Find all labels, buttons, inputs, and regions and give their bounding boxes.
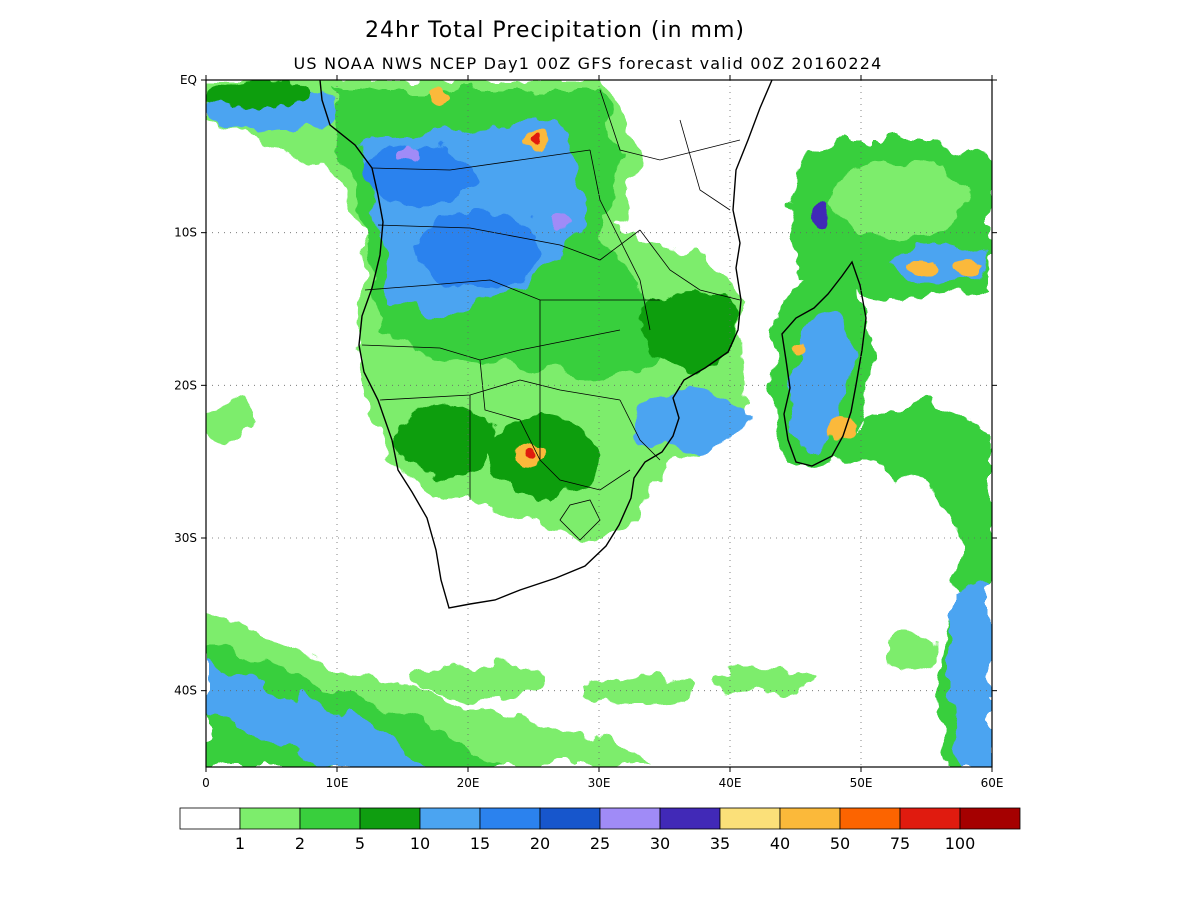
colorbar-swatch xyxy=(599,807,661,830)
precip-cell-intense-cameroon xyxy=(430,89,450,105)
lon-tick-label: 50E xyxy=(850,776,873,790)
coastlines xyxy=(319,80,867,609)
country-border xyxy=(639,229,741,301)
colorbar-label: 25 xyxy=(590,834,610,853)
lat-tick-label: EQ xyxy=(180,73,197,87)
colorbar-label: 1 xyxy=(235,834,245,853)
map-title: 24hr Total Precipitation (in mm) xyxy=(365,18,745,43)
country-border xyxy=(559,499,601,541)
colorbar-label: 75 xyxy=(890,834,910,853)
colorbar-label: 35 xyxy=(710,834,730,853)
colorbar-swatch xyxy=(239,807,301,830)
colorbar-label: 50 xyxy=(830,834,850,853)
precip-patch-south-1 xyxy=(410,662,550,698)
precip-cell-intense-madagascar xyxy=(829,416,857,440)
precip-patch-atlantic xyxy=(206,402,254,438)
lat-tick-label: 40S xyxy=(174,684,197,698)
precip-cell-namibia xyxy=(395,405,495,475)
precip-cell-indian-ocean-light xyxy=(830,160,970,240)
country-border xyxy=(361,329,621,361)
precip-cell-mozambique xyxy=(640,290,740,370)
precip-patch-south-3 xyxy=(710,668,810,692)
colorbar-label: 20 xyxy=(530,834,550,853)
country-border xyxy=(371,149,591,171)
precip-cell-violet-1 xyxy=(398,149,422,161)
colorbar-swatch xyxy=(359,807,421,830)
lat-lon-grid xyxy=(206,80,992,767)
lon-tick-label: 10E xyxy=(326,776,349,790)
colorbar-swatch xyxy=(179,807,241,830)
country-border xyxy=(679,119,731,211)
colorbar-swatch xyxy=(959,807,1021,830)
colorbar-label: 10 xyxy=(410,834,430,853)
precip-cell-coastal xyxy=(210,81,310,109)
precip-cell-intense-indian-ocean-1 xyxy=(904,260,936,276)
colorbar-swatch xyxy=(299,807,361,830)
map-axes: EQ 10S 20S 30S 40S 0 10E 20E 30E 40E 50E 60E xyxy=(174,73,1003,790)
map-subtitle: US NOAA NWS NCEP Day1 00Z GFS forecast v… xyxy=(293,54,883,73)
precip-cell-mozambique-south xyxy=(635,390,745,450)
precip-patch-south-4 xyxy=(885,632,935,668)
precip-cell-intense-madagascar-north xyxy=(792,342,808,358)
colorbar-label: 5 xyxy=(355,834,365,853)
colorbar: 1 2 5 10 15 20 25 30 35 40 50 75 100 xyxy=(179,807,1021,853)
colorbar-label: 100 xyxy=(945,834,976,853)
colorbar-swatch xyxy=(419,807,481,830)
precip-area-southern-ocean-heavy xyxy=(206,660,430,767)
country-border xyxy=(599,89,741,161)
colorbar-swatch xyxy=(659,807,721,830)
lon-tick-label: 20E xyxy=(457,776,480,790)
country-border xyxy=(379,379,621,401)
colorbar-swatch xyxy=(899,807,961,830)
precip-core-congo xyxy=(533,135,543,145)
country-border xyxy=(539,300,631,491)
colorbar-swatch xyxy=(719,807,781,830)
lat-tick-label: 20S xyxy=(174,378,197,392)
colorbar-swatch xyxy=(839,807,901,830)
africa-coastline xyxy=(319,80,773,609)
colorbar-label: 15 xyxy=(470,834,490,853)
precip-core-botswana xyxy=(522,449,538,461)
precipitation-field xyxy=(206,80,992,767)
colorbar-label: 30 xyxy=(650,834,670,853)
colorbar-swatch xyxy=(479,807,541,830)
country-border xyxy=(619,399,661,461)
lon-tick-label: 60E xyxy=(981,776,1004,790)
lat-tick-label: 10S xyxy=(174,226,197,240)
country-border xyxy=(589,149,651,331)
precip-cell-violet-2 xyxy=(550,212,570,228)
precip-cell-congo-west xyxy=(365,145,475,205)
country-borders xyxy=(361,89,741,541)
precip-cell-intense-indian-ocean-2 xyxy=(954,260,982,274)
colorbar-swatch xyxy=(539,807,601,830)
colorbar-label: 40 xyxy=(770,834,790,853)
country-border xyxy=(364,279,660,301)
lon-tick-label: 0 xyxy=(202,776,210,790)
madagascar-coastline xyxy=(781,260,867,467)
precip-area-southeast-heavy xyxy=(950,580,992,767)
lon-tick-label: 40E xyxy=(719,776,742,790)
country-border xyxy=(377,224,641,261)
precip-cell-angola xyxy=(420,210,540,290)
colorbar-swatch xyxy=(779,807,841,830)
lat-tick-label: 30S xyxy=(174,531,197,545)
precip-patch-south-2 xyxy=(585,676,695,704)
lon-tick-label: 30E xyxy=(588,776,611,790)
colorbar-label: 2 xyxy=(295,834,305,853)
precip-cell-indian-ocean-purple xyxy=(810,203,830,227)
